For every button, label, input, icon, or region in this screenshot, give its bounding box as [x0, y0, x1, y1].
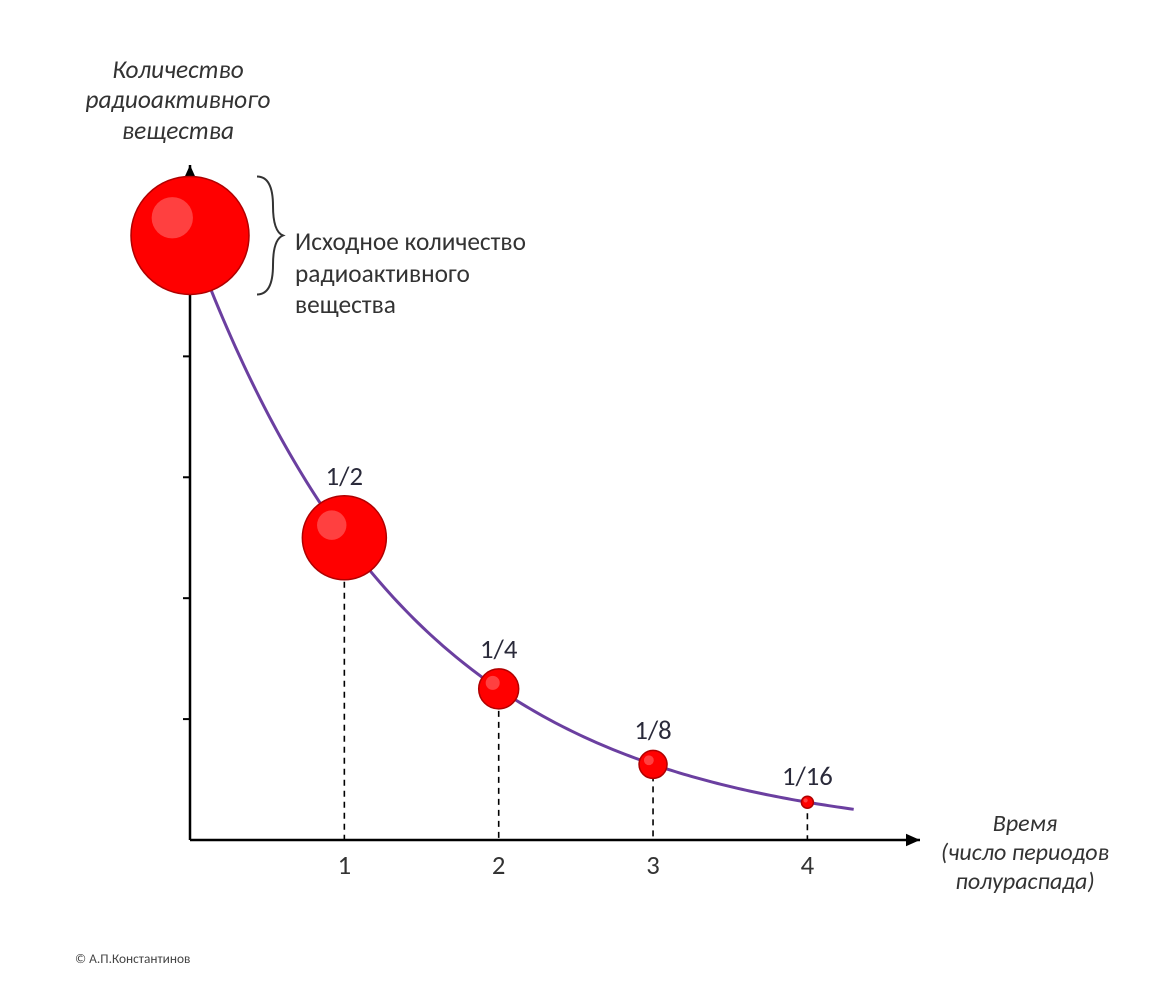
- chart-container: Количестворадиоактивноговещества Время(ч…: [0, 0, 1163, 986]
- x-tick-label: 2: [479, 850, 519, 882]
- x-tick-label: 1: [324, 850, 364, 882]
- initial-amount-callout: Исходное количестворадиоактивноговеществ…: [295, 226, 595, 321]
- x-axis-label: Время(число периодовполураспада): [915, 810, 1135, 896]
- x-tick-label: 4: [787, 850, 827, 882]
- copyright-text: © А.П.Константинов: [75, 950, 190, 967]
- y-axis-label: Количестворадиоактивноговещества: [68, 55, 288, 146]
- point-label: 1/16: [767, 761, 847, 793]
- point-label: 1/2: [304, 461, 384, 493]
- x-tick-label: 3: [633, 850, 673, 882]
- point-label: 1/4: [459, 634, 539, 666]
- point-label: 1/8: [613, 715, 693, 747]
